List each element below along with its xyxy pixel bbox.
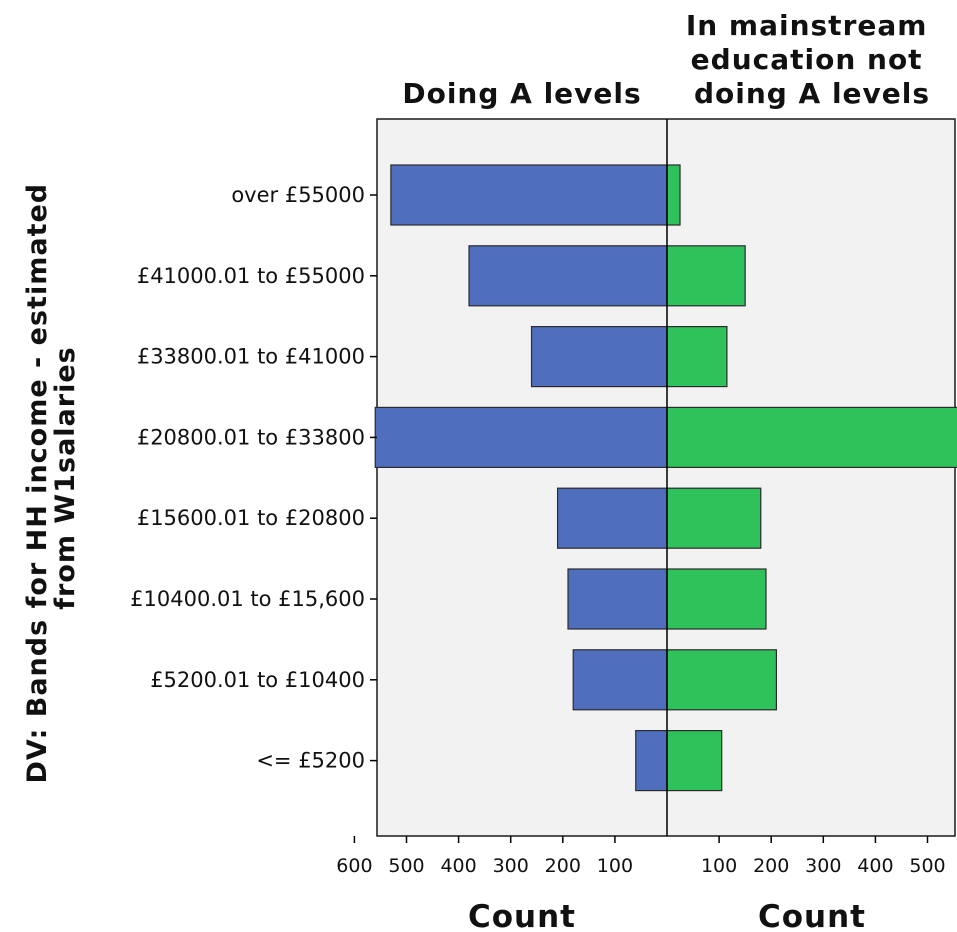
left-tick-label: 600 — [336, 855, 372, 877]
bar-mainstream-not-a-levels — [666, 245, 746, 307]
bar-doing-a-levels — [567, 568, 668, 630]
category-label: £10400.01 to £15,600 — [130, 587, 365, 611]
plot-area — [376, 118, 956, 837]
left-tick-label: 500 — [388, 855, 424, 877]
right-panel-title-line-1: In mainstream — [686, 9, 928, 42]
bar-mainstream-not-a-levels — [666, 406, 957, 468]
category-label: £5200.01 to £10400 — [150, 668, 365, 692]
bar-mainstream-not-a-levels — [666, 729, 723, 792]
bar-doing-a-levels — [374, 406, 668, 468]
bar-doing-a-levels — [572, 649, 668, 711]
bar-mainstream-not-a-levels — [666, 326, 728, 388]
left-panel-title: Doing A levels — [402, 77, 641, 110]
category-label: <= £5200 — [256, 749, 365, 773]
bars-layer — [374, 164, 957, 792]
right-tick-label: 300 — [805, 855, 841, 877]
y-axis-title-line-1: DV: Bands for HH income - estimated — [22, 183, 53, 784]
left-axis-title: Count — [468, 899, 576, 932]
bar-mainstream-not-a-levels — [666, 568, 767, 630]
right-tick-label: 400 — [857, 855, 893, 877]
right-tick-label: 200 — [753, 855, 789, 877]
right-panel-title: In mainstream education not doing A leve… — [686, 9, 938, 110]
left-tick-label: 100 — [597, 855, 633, 877]
right-panel-title-line-3: doing A levels — [694, 77, 930, 110]
category-label: £33800.01 to £41000 — [137, 345, 365, 369]
left-tick-label: 200 — [545, 855, 581, 877]
y-axis-title: DV: Bands for HH income - estimated from… — [22, 172, 81, 783]
bar-doing-a-levels — [390, 164, 668, 226]
bar-mainstream-not-a-levels — [666, 164, 681, 226]
ticks-layer: 600500400300200100100200300400500600 — [336, 836, 946, 877]
bar-doing-a-levels — [530, 326, 668, 388]
category-label: over £55000 — [231, 183, 365, 207]
y-axis-title-line-2: from W1salaries — [50, 346, 81, 609]
category-label: £41000.01 to £55000 — [137, 264, 365, 288]
left-tick-label: 400 — [440, 855, 476, 877]
labels-layer: over £55000 £41000.01 to £55000 £33800.01 … — [130, 183, 377, 773]
bar-mainstream-not-a-levels — [666, 649, 778, 711]
right-axis-title: Count — [758, 899, 866, 932]
right-tick-label: 500 — [909, 855, 945, 877]
right-panel-title-line-2: education not — [691, 43, 923, 76]
left-tick-label: 300 — [493, 855, 529, 877]
bar-doing-a-levels — [556, 487, 668, 549]
category-label: £15600.01 to £20800 — [137, 506, 365, 530]
bar-mainstream-not-a-levels — [666, 487, 762, 549]
bar-doing-a-levels — [468, 245, 668, 307]
category-label: £20800.01 to £33800 — [137, 425, 365, 449]
bar-doing-a-levels — [635, 729, 668, 792]
right-tick-label: 100 — [701, 855, 737, 877]
